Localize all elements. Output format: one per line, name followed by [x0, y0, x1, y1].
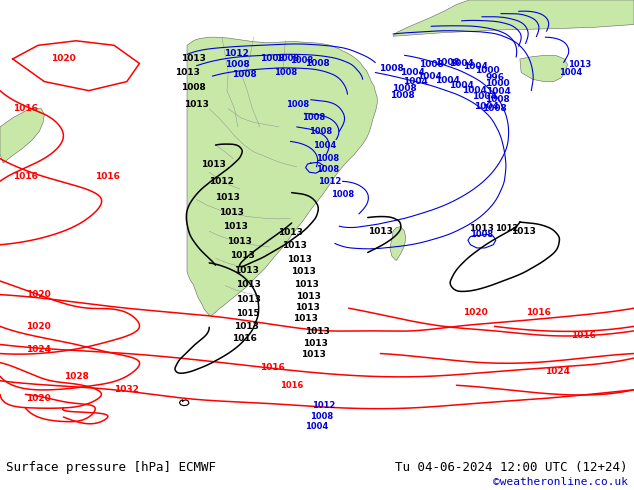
Text: 1004: 1004 [306, 422, 328, 432]
Text: 1008: 1008 [225, 60, 250, 69]
Text: 1008: 1008 [302, 113, 325, 122]
Text: 1008: 1008 [470, 230, 493, 239]
Text: 1004: 1004 [449, 59, 474, 68]
Text: 1000: 1000 [476, 66, 500, 75]
Text: 1008: 1008 [331, 191, 354, 199]
Text: 1008: 1008 [287, 100, 309, 109]
Text: 1008: 1008 [309, 127, 332, 136]
Text: 1020: 1020 [25, 394, 51, 403]
Text: 1013: 1013 [569, 60, 592, 69]
Text: 1013: 1013 [290, 268, 316, 276]
Text: 1000: 1000 [486, 79, 510, 88]
Text: 1032: 1032 [114, 385, 139, 394]
Text: 1008: 1008 [316, 154, 339, 163]
Text: 1008: 1008 [181, 82, 206, 92]
Text: 1013: 1013 [295, 303, 320, 312]
Text: 1013: 1013 [233, 322, 259, 331]
Text: 1016: 1016 [13, 104, 38, 113]
Text: 1008: 1008 [304, 59, 330, 68]
Text: 1004: 1004 [474, 102, 500, 111]
Text: 1016: 1016 [571, 331, 596, 340]
Text: 1008: 1008 [311, 412, 333, 420]
Text: 1024: 1024 [25, 344, 51, 353]
Text: 1004: 1004 [463, 62, 488, 71]
Text: 1008: 1008 [482, 104, 507, 113]
Text: 1016: 1016 [280, 381, 303, 390]
Text: 1008: 1008 [231, 70, 257, 79]
Text: Tu 04-06-2024 12:00 UTC (12+24): Tu 04-06-2024 12:00 UTC (12+24) [395, 462, 628, 474]
Text: 1020: 1020 [25, 322, 51, 331]
Text: 1024: 1024 [545, 367, 571, 376]
Text: 1004: 1004 [434, 76, 460, 85]
Text: 1013: 1013 [295, 292, 321, 301]
Text: 1013: 1013 [201, 160, 226, 169]
Text: 1013: 1013 [469, 224, 495, 233]
Text: 1013: 1013 [223, 222, 249, 231]
Text: 1004: 1004 [449, 81, 474, 90]
Text: 1013: 1013 [174, 68, 200, 77]
Text: 1004: 1004 [417, 72, 443, 81]
Text: 1016: 1016 [95, 172, 120, 181]
Text: 1013: 1013 [293, 314, 318, 323]
Text: 1012: 1012 [224, 49, 249, 58]
Text: 1013: 1013 [294, 280, 320, 289]
Text: 1013: 1013 [227, 237, 252, 245]
Text: 1016: 1016 [260, 363, 285, 371]
Text: 1008: 1008 [260, 54, 285, 63]
Text: 1020: 1020 [463, 308, 488, 317]
Text: 1008: 1008 [276, 54, 299, 63]
Text: 1028: 1028 [63, 372, 89, 381]
Text: 1013: 1013 [233, 266, 259, 274]
Text: 1013: 1013 [181, 54, 206, 63]
Text: ©weatheronline.co.uk: ©weatheronline.co.uk [493, 477, 628, 487]
Text: 1013: 1013 [236, 280, 261, 289]
Text: 1004: 1004 [462, 86, 487, 95]
Text: 1016: 1016 [13, 172, 38, 181]
Text: 1013: 1013 [278, 227, 303, 237]
Text: 1008: 1008 [418, 60, 444, 69]
Text: 1016: 1016 [526, 308, 552, 317]
Polygon shape [393, 0, 634, 36]
Text: 1013: 1013 [214, 193, 240, 202]
Text: 1013: 1013 [282, 241, 307, 250]
Text: 1012: 1012 [496, 224, 519, 233]
Text: 1020: 1020 [25, 290, 51, 299]
Text: 1004: 1004 [472, 93, 497, 101]
Text: 1004: 1004 [486, 87, 511, 96]
Text: 1013: 1013 [219, 208, 244, 217]
Text: 1013: 1013 [230, 251, 256, 260]
Polygon shape [520, 55, 567, 82]
Text: 1004: 1004 [399, 68, 425, 77]
Text: 1020: 1020 [51, 54, 76, 63]
Text: 1013: 1013 [302, 339, 328, 348]
Text: 1013: 1013 [301, 350, 326, 359]
Text: 1008: 1008 [316, 166, 339, 174]
Text: 1013: 1013 [184, 100, 209, 109]
Polygon shape [390, 226, 406, 261]
Text: 1008: 1008 [379, 64, 404, 74]
Text: 1008: 1008 [390, 91, 415, 99]
Text: 1008: 1008 [485, 95, 510, 104]
Text: 1012: 1012 [312, 401, 335, 410]
Text: 1004: 1004 [403, 77, 428, 86]
Polygon shape [187, 37, 377, 316]
Text: 1013: 1013 [304, 327, 330, 336]
Text: 1013: 1013 [287, 255, 312, 264]
Polygon shape [0, 108, 44, 163]
Text: 1013: 1013 [368, 227, 393, 236]
Text: 1012: 1012 [318, 177, 341, 186]
Text: 1004: 1004 [559, 68, 582, 77]
Text: 1013: 1013 [236, 294, 261, 304]
Text: Surface pressure [hPa] ECMWF: Surface pressure [hPa] ECMWF [6, 462, 216, 474]
Text: 1012: 1012 [209, 177, 235, 186]
Text: 1008: 1008 [274, 68, 297, 77]
Text: 1015: 1015 [236, 309, 259, 318]
Text: 1008: 1008 [290, 56, 313, 65]
Text: 1008: 1008 [435, 58, 460, 67]
Text: 1008: 1008 [392, 84, 417, 93]
Text: 996: 996 [485, 73, 504, 81]
Text: 1016: 1016 [231, 334, 257, 343]
Text: 1013: 1013 [511, 227, 536, 236]
Text: 1004: 1004 [313, 141, 336, 149]
